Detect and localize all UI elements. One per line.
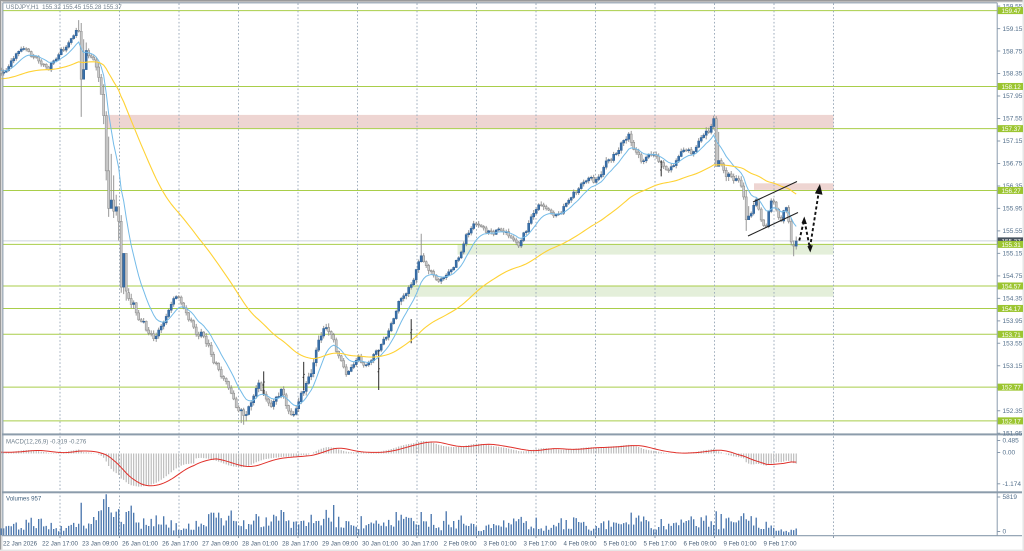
svg-text:159.47: 159.47 [1002, 8, 1022, 15]
svg-text:158.75: 158.75 [1003, 48, 1023, 55]
svg-text:0.485: 0.485 [1003, 438, 1020, 445]
svg-text:155.95: 155.95 [1003, 206, 1023, 213]
svg-text:151.95: 151.95 [1003, 430, 1023, 437]
svg-text:156.75: 156.75 [1003, 161, 1023, 168]
svg-text:-1.174: -1.174 [1003, 481, 1022, 488]
svg-text:Volumes 957: Volumes 957 [6, 496, 42, 503]
svg-text:157.37: 157.37 [1002, 126, 1022, 133]
svg-text:9 Feb 17:00: 9 Feb 17:00 [763, 541, 797, 548]
svg-text:153.95: 153.95 [1003, 318, 1023, 325]
svg-text:USDJPY,H1 155.32 155.45 155.2: USDJPY,H1 155.32 155.45 155.28 155.37 [6, 4, 122, 11]
svg-text:156.27: 156.27 [1002, 188, 1022, 195]
svg-text:22 Jan 2026: 22 Jan 2026 [3, 541, 38, 548]
svg-text:154.75: 154.75 [1003, 273, 1023, 280]
svg-text:28 Jan 01:00: 28 Jan 01:00 [242, 541, 278, 548]
svg-text:30 Jan 01:00: 30 Jan 01:00 [362, 541, 398, 548]
svg-text:2 Feb 09:00: 2 Feb 09:00 [443, 541, 477, 548]
svg-text:152.77: 152.77 [1002, 385, 1022, 392]
svg-text:154.35: 154.35 [1003, 296, 1023, 303]
svg-text:155.31: 155.31 [1002, 242, 1022, 249]
svg-text:158.12: 158.12 [1002, 84, 1022, 91]
svg-text:3 Feb 01:00: 3 Feb 01:00 [483, 541, 517, 548]
svg-text:152.35: 152.35 [1003, 408, 1023, 415]
svg-text:155.55: 155.55 [1003, 228, 1023, 235]
svg-text:26 Jan 01:00: 26 Jan 01:00 [122, 541, 158, 548]
svg-text:27 Jan 09:00: 27 Jan 09:00 [202, 541, 238, 548]
svg-text:157.15: 157.15 [1003, 138, 1023, 145]
svg-text:9 Feb 01:00: 9 Feb 01:00 [723, 541, 757, 548]
svg-text:156.35: 156.35 [1003, 183, 1023, 190]
svg-text:26 Jan 17:00: 26 Jan 17:00 [162, 541, 198, 548]
svg-text:154.57: 154.57 [1002, 283, 1022, 290]
svg-text:0.00: 0.00 [1003, 450, 1016, 457]
svg-text:152.17: 152.17 [1002, 418, 1022, 425]
svg-text:158.35: 158.35 [1003, 71, 1023, 78]
svg-text:159.15: 159.15 [1003, 26, 1023, 33]
svg-text:153.71: 153.71 [1002, 332, 1022, 339]
svg-text:154.17: 154.17 [1002, 306, 1022, 313]
svg-text:0: 0 [1003, 529, 1007, 536]
svg-text:159.55: 159.55 [1003, 3, 1023, 10]
svg-text:5819: 5819 [1003, 494, 1018, 501]
svg-text:MACD(12,26,9) -0.319 -0.276: MACD(12,26,9) -0.319 -0.276 [6, 439, 87, 446]
svg-text:153.55: 153.55 [1003, 341, 1023, 348]
svg-text:155.15: 155.15 [1003, 251, 1023, 258]
svg-text:5 Feb 01:00: 5 Feb 01:00 [603, 541, 637, 548]
svg-text:29 Jan 09:00: 29 Jan 09:00 [322, 541, 358, 548]
svg-text:153.15: 153.15 [1003, 363, 1023, 370]
svg-text:157.95: 157.95 [1003, 93, 1023, 100]
svg-text:6 Feb 09:00: 6 Feb 09:00 [683, 541, 717, 548]
svg-text:3 Feb 17:00: 3 Feb 17:00 [523, 541, 557, 548]
svg-text:157.55: 157.55 [1003, 116, 1023, 123]
svg-text:30 Jan 17:00: 30 Jan 17:00 [402, 541, 438, 548]
svg-text:4 Feb 09:00: 4 Feb 09:00 [563, 541, 597, 548]
svg-text:5 Feb 17:00: 5 Feb 17:00 [643, 541, 677, 548]
svg-text:23 Jan 09:00: 23 Jan 09:00 [82, 541, 118, 548]
svg-text:22 Jan 17:00: 22 Jan 17:00 [42, 541, 78, 548]
svg-text:28 Jan 17:00: 28 Jan 17:00 [282, 541, 318, 548]
